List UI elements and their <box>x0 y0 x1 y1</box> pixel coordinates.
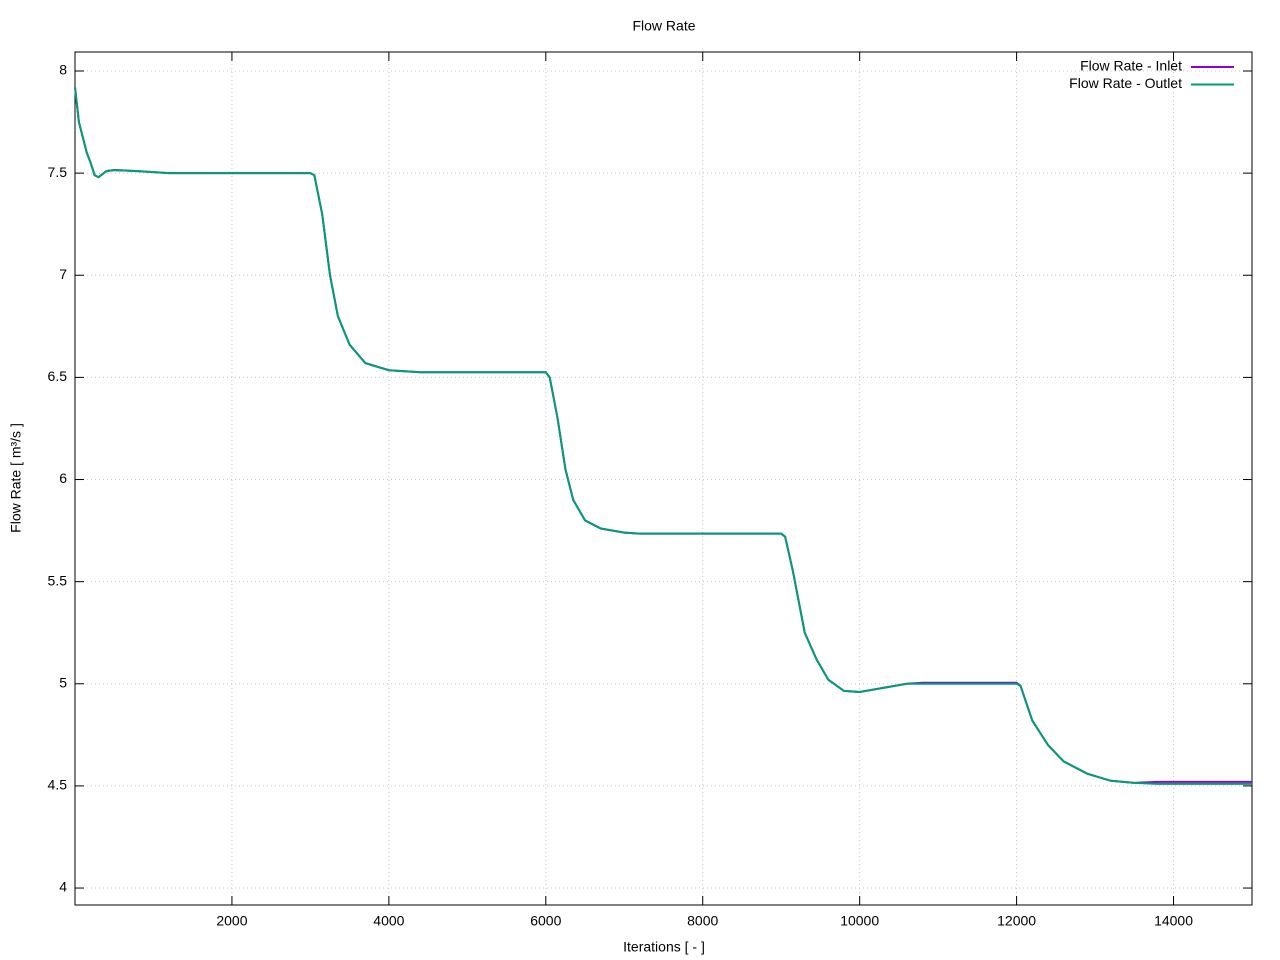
x-tick-label: 12000 <box>997 913 1036 929</box>
data-line <box>74 87 1252 785</box>
x-tick-label: 2000 <box>216 913 247 929</box>
y-tick-label: 4 <box>59 879 67 895</box>
legend-label: Flow Rate - Outlet <box>1069 75 1182 91</box>
y-tick-label: 8 <box>59 62 67 78</box>
y-tick-label: 7 <box>59 266 67 282</box>
x-axis-label: Iterations [ - ] <box>623 939 705 955</box>
plot-frame <box>74 51 1253 906</box>
x-tick-label: 14000 <box>1154 913 1193 929</box>
y-tick-label: 4.5 <box>48 777 68 793</box>
y-tick-label: 6.5 <box>48 368 68 384</box>
y-tick-label: 5.5 <box>48 572 68 588</box>
x-tick-label: 10000 <box>840 913 879 929</box>
y-tick-label: 6 <box>59 470 67 486</box>
y-axis-label: Flow Rate [ m³/s ] <box>8 423 24 533</box>
x-tick-label: 8000 <box>687 913 718 929</box>
y-tick-label: 5 <box>59 674 67 690</box>
x-tick-label: 6000 <box>530 913 561 929</box>
x-tick-label: 4000 <box>373 913 404 929</box>
chart-title: Flow Rate <box>632 18 695 34</box>
y-tick-label: 7.5 <box>48 164 68 180</box>
legend-label: Flow Rate - Inlet <box>1080 58 1182 74</box>
